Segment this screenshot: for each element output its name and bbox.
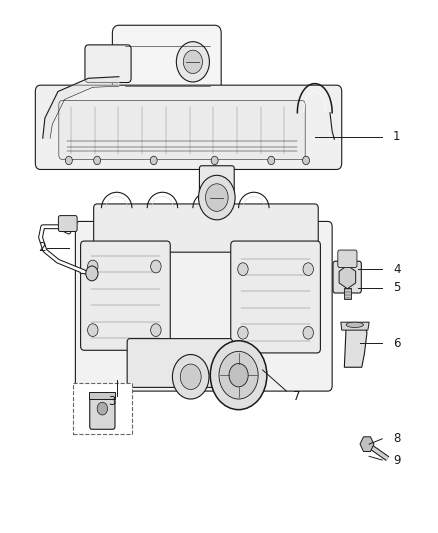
Text: 9: 9 (393, 454, 401, 466)
Text: 4: 4 (393, 263, 401, 276)
Circle shape (94, 156, 101, 165)
Circle shape (303, 326, 314, 339)
FancyBboxPatch shape (90, 393, 115, 429)
Circle shape (229, 364, 248, 387)
FancyBboxPatch shape (338, 250, 357, 268)
Text: 1: 1 (393, 130, 401, 143)
Circle shape (205, 184, 228, 212)
Ellipse shape (346, 322, 364, 327)
FancyBboxPatch shape (75, 221, 332, 391)
Circle shape (88, 324, 98, 336)
Circle shape (303, 156, 310, 165)
FancyBboxPatch shape (113, 25, 221, 100)
Polygon shape (43, 77, 119, 138)
Text: 5: 5 (393, 281, 400, 294)
Polygon shape (344, 327, 367, 367)
FancyBboxPatch shape (81, 241, 170, 350)
Circle shape (86, 266, 98, 281)
FancyBboxPatch shape (333, 261, 361, 293)
FancyBboxPatch shape (94, 204, 318, 252)
FancyBboxPatch shape (35, 85, 342, 169)
Circle shape (151, 324, 161, 336)
Bar (73, 383, 132, 433)
Circle shape (150, 156, 157, 165)
Circle shape (303, 263, 314, 276)
FancyBboxPatch shape (127, 338, 233, 387)
Circle shape (198, 175, 235, 220)
Text: 6: 6 (393, 337, 401, 350)
Circle shape (238, 263, 248, 276)
Circle shape (210, 341, 267, 410)
FancyBboxPatch shape (59, 101, 305, 159)
Text: 3: 3 (108, 395, 115, 408)
FancyBboxPatch shape (231, 241, 321, 353)
Text: 2: 2 (39, 241, 46, 254)
Circle shape (65, 156, 72, 165)
Circle shape (97, 402, 108, 415)
Circle shape (211, 156, 218, 165)
FancyBboxPatch shape (199, 166, 234, 195)
Circle shape (173, 354, 209, 399)
Circle shape (88, 260, 98, 273)
FancyBboxPatch shape (85, 45, 131, 83)
Circle shape (151, 260, 161, 273)
FancyBboxPatch shape (58, 216, 77, 231)
Bar (89, 392, 116, 399)
Circle shape (184, 50, 202, 74)
Polygon shape (341, 322, 369, 330)
Circle shape (180, 364, 201, 390)
Circle shape (238, 326, 248, 339)
Text: 7: 7 (293, 390, 300, 403)
Circle shape (177, 42, 209, 82)
Circle shape (268, 156, 275, 165)
Text: 8: 8 (393, 432, 400, 446)
Bar (344, 288, 351, 300)
Circle shape (219, 351, 258, 399)
